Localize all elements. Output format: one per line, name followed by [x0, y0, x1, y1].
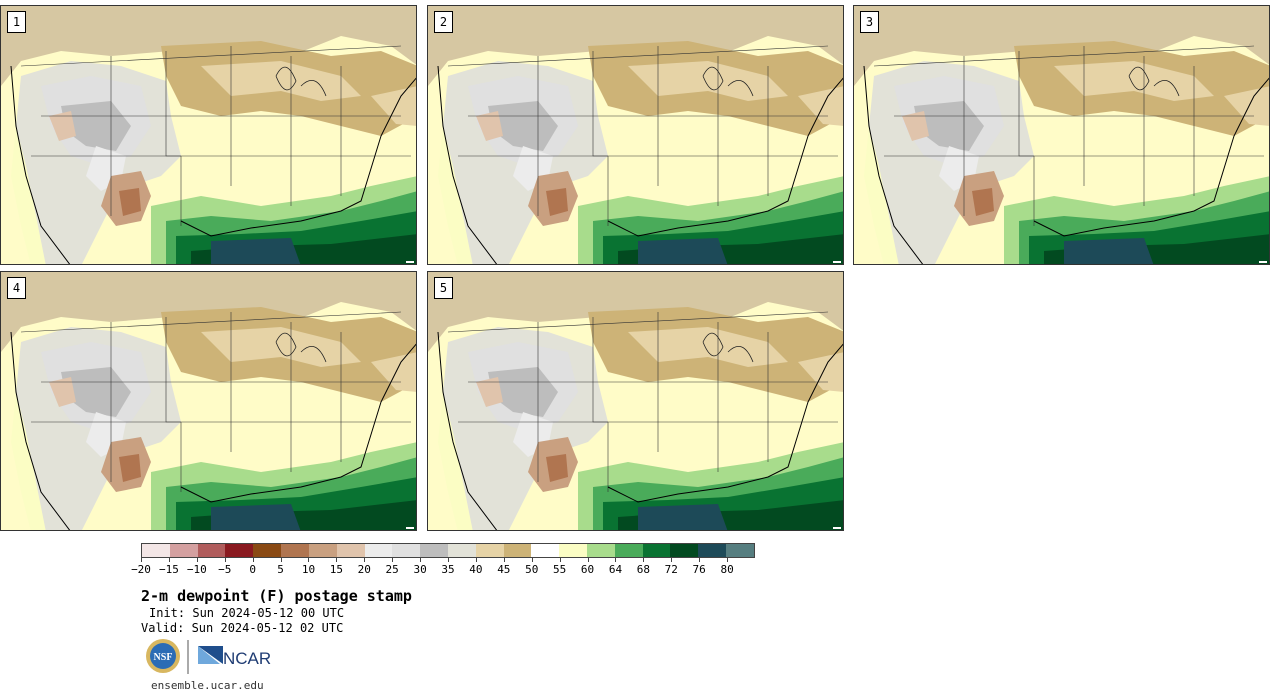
- dewpoint-map: [854, 6, 1270, 265]
- colorbar-segment: [670, 544, 699, 557]
- member-number: 4: [7, 277, 26, 299]
- colorbar-segment: [587, 544, 615, 557]
- map-panel-3: 3: [853, 5, 1270, 265]
- colorbar-segment: [614, 544, 643, 557]
- dewpoint-map: [1, 6, 417, 265]
- init-time: Init: Sun 2024-05-12 00 UTC: [149, 606, 345, 620]
- ncar-logo: NCAR: [198, 646, 271, 668]
- colorbar-segment: [336, 544, 365, 557]
- dewpoint-map: [428, 272, 844, 531]
- chart-title: 2-m dewpoint (F) postage stamp: [141, 587, 412, 605]
- colorbar-segment: [281, 544, 309, 557]
- colorbar-segment: [559, 544, 587, 557]
- colorbar-tick-label: 60: [580, 563, 595, 576]
- colorbar-tick-label: 35: [441, 563, 455, 576]
- colorbar-segment: [308, 544, 337, 557]
- map-panel-2: 2: [427, 5, 844, 265]
- colorbar-segment: [475, 544, 504, 557]
- colorbar-segment: [531, 544, 560, 557]
- colorbar-segment: [642, 544, 671, 557]
- colorbar-segment: [447, 544, 476, 557]
- colorbar-tick-label: 64: [608, 563, 623, 576]
- colorbar-tick-label: 40: [469, 563, 483, 576]
- colorbar-segment: [420, 544, 448, 557]
- nsf-logo: NSF: [146, 639, 180, 673]
- colorbar-tick-label: 15: [329, 563, 343, 576]
- colorbar-tick-label: 45: [497, 563, 511, 576]
- site-url: ensemble.ucar.edu: [151, 679, 264, 692]
- colorbar-tick-label: 10: [301, 563, 316, 576]
- ncar-logo-text: NCAR: [223, 649, 271, 668]
- nsf-logo-text: NSF: [154, 652, 173, 663]
- colorbar-tick-label: 5: [277, 563, 284, 576]
- colorbar-tick-label: 50: [525, 563, 539, 576]
- colorbar-tick-label: 55: [553, 563, 567, 576]
- colorbar-segment: [503, 544, 532, 557]
- colorbar-segment: [726, 544, 754, 557]
- colorbar-segment: [225, 544, 254, 557]
- colorbar-segment: [169, 544, 198, 557]
- colorbar-segment: [197, 544, 226, 557]
- colorbar-tick-label: 80: [720, 563, 734, 576]
- colorbar-segment: [253, 544, 282, 557]
- dewpoint-map: [1, 272, 417, 531]
- map-panel-4: 4: [0, 271, 417, 531]
- colorbar-segment: [698, 544, 727, 557]
- colorbar: [141, 543, 755, 558]
- colorbar-labels: −20 −15 −10 −5 0 5 10 15 20 25 30 35 40 45 50 55 60 64 68 7…: [131, 558, 755, 578]
- member-number: 1: [7, 11, 26, 33]
- colorbar-tick-label: 68: [636, 563, 650, 576]
- colorbar-segment: [392, 544, 421, 557]
- colorbar-tick-label: −5: [218, 563, 232, 576]
- map-panel-5: 5: [427, 271, 844, 531]
- colorbar-tick-label: −15: [158, 563, 179, 576]
- member-number: 3: [860, 11, 879, 33]
- member-number: 5: [434, 277, 453, 299]
- colorbar-tick-label: 25: [385, 563, 399, 576]
- colorbar-tick-label: −20: [131, 563, 151, 576]
- colorbar-tick-label: −10: [186, 563, 207, 576]
- member-number: 2: [434, 11, 453, 33]
- colorbar-tick-label: 0: [249, 563, 256, 576]
- colorbar-segment: [364, 544, 393, 557]
- colorbar-tick-label: 72: [664, 563, 678, 576]
- colorbar-tick-label: 30: [413, 563, 427, 576]
- colorbar-tick-label: 76: [692, 563, 706, 576]
- colorbar-segment: [142, 544, 170, 557]
- dewpoint-map: [428, 6, 844, 265]
- map-panel-1: 1: [0, 5, 417, 265]
- colorbar-tick-label: 20: [357, 563, 371, 576]
- logos: NSF NCAR: [145, 638, 285, 676]
- valid-time: Valid: Sun 2024-05-12 02 UTC: [141, 621, 344, 635]
